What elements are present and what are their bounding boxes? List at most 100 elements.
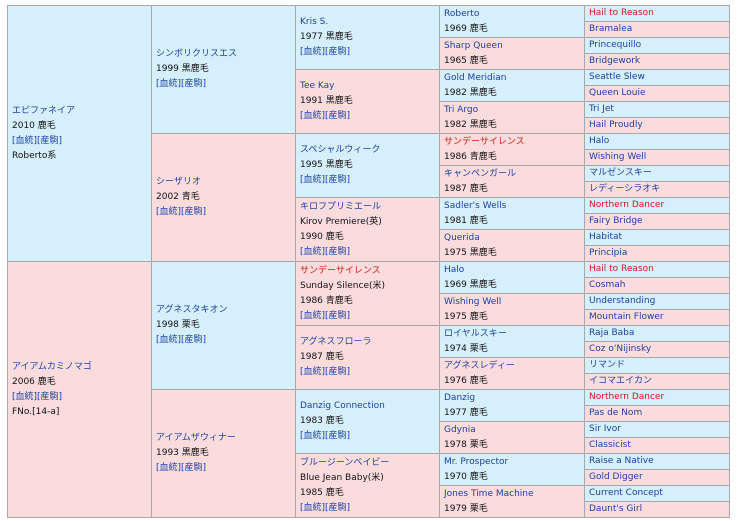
gen5-cell-18[interactable]: Cosmah (584, 277, 730, 294)
gen2-info: 1999 黒鹿毛 (156, 64, 209, 74)
gen4-cell-4: Tri Argo 1982 黒鹿毛 (439, 101, 585, 134)
gen4-info: 1974 栗毛 (444, 343, 488, 354)
gen4-info: 1981 鹿毛 (444, 215, 488, 226)
gen4-name[interactable]: Mr. Prospector (444, 456, 509, 467)
gen4-cell-7: Sadler's Wells 1981 鹿毛 (439, 197, 585, 230)
gen5-cell-17[interactable]: Hail to Reason (584, 261, 730, 278)
gen4-name[interactable]: Roberto (444, 8, 480, 19)
gen2-name[interactable]: アイアムザウィナー (156, 433, 236, 443)
gen3-links[interactable]: [血統][産駒] (300, 431, 351, 441)
gen3-cell-2: Tee Kay 1991 黒鹿毛 [血統][産駒] (295, 69, 440, 134)
gen5-cell-29[interactable]: Raise a Native (584, 453, 730, 470)
gen5-cell-21[interactable]: Raja Baba (584, 325, 730, 342)
gen5-cell-26[interactable]: Pas de Nom (584, 405, 730, 422)
gen2-name[interactable]: シンボリクリスエス (156, 49, 238, 59)
gen5-cell-22[interactable]: Coz o'Nijinsky (584, 341, 730, 358)
gen5-cell-23[interactable]: リマンド (584, 357, 730, 374)
gen5-cell-25[interactable]: Northern Dancer (584, 389, 730, 406)
gen3-name[interactable]: スペシャルウィーク (300, 145, 381, 155)
gen5-cell-15[interactable]: Habitat (584, 229, 730, 246)
gen3-links[interactable]: [血統][産駒] (300, 367, 351, 377)
gen4-name[interactable]: Gdynia (444, 424, 476, 435)
gen4-name[interactable]: ロイヤルスキー (444, 328, 507, 339)
gen5-cell-14[interactable]: Fairy Bridge (584, 213, 730, 230)
gen4-cell-6: キャンペンガール 1987 鹿毛 (439, 165, 585, 198)
gen3-name[interactable]: Danzig Connection (300, 401, 385, 411)
gen4-cell-9: Halo 1969 黒鹿毛 (439, 261, 585, 294)
gen4-name[interactable]: Jones Time Machine (444, 488, 534, 499)
gen5-cell-30[interactable]: Gold Digger (584, 469, 730, 486)
gen1-sire-info: 2010 鹿毛 (12, 120, 56, 131)
gen5-cell-20[interactable]: Mountain Flower (584, 309, 730, 326)
gen3-links[interactable]: [血統][産駒] (300, 47, 351, 57)
gen3-name[interactable]: キロフプリミエール (300, 201, 382, 212)
gen5-cell-5[interactable]: Seattle Slew (584, 69, 730, 86)
gen4-info: 1969 黒鹿毛 (444, 279, 497, 290)
gen5-cell-13[interactable]: Northern Dancer (584, 197, 730, 214)
gen2-links[interactable]: [血統][産駒] (156, 79, 207, 89)
gen3-links[interactable]: [血統][産駒] (300, 310, 351, 321)
gen1-dam-links[interactable]: [血統][産駒] (12, 391, 63, 402)
gen5-cell-27[interactable]: Sir Ivor (584, 421, 730, 438)
gen3-cell-7: Danzig Connection 1983 鹿毛 [血統][産駒] (295, 389, 440, 454)
gen1-sire-name[interactable]: エピファネイア (12, 105, 76, 116)
gen3-name[interactable]: サンデーサイレンス (300, 265, 381, 276)
gen5-cell-4[interactable]: Bridgework (584, 53, 730, 70)
gen3-name[interactable]: Tee Kay (300, 81, 335, 91)
gen4-name[interactable]: Sharp Queen (444, 40, 503, 51)
gen5-cell-8[interactable]: Hail Proudly (584, 117, 730, 134)
gen5-cell-10[interactable]: Wishing Well (584, 149, 730, 166)
gen3-name[interactable]: アグネスフローラ (300, 337, 372, 347)
gen4-cell-10: Wishing Well 1975 鹿毛 (439, 293, 585, 326)
gen2-cell-4: アイアムザウィナー 1993 黒鹿毛 [血統][産駒] (151, 389, 296, 518)
gen3-cell-3: スペシャルウィーク 1995 黒鹿毛 [血統][産駒] (295, 133, 440, 198)
gen5-cell-31[interactable]: Current Concept (584, 485, 730, 502)
gen3-links[interactable]: [血統][産駒] (300, 246, 351, 257)
gen4-name[interactable]: Danzig (444, 392, 476, 403)
gen4-cell-11: ロイヤルスキー 1974 栗毛 (439, 325, 585, 358)
gen4-name[interactable]: Tri Argo (444, 104, 479, 115)
gen4-name[interactable]: Halo (444, 264, 465, 275)
gen1-dam-cell: アイアムカミノマゴ 2006 鹿毛 [血統][産駒] FNo.[14-a] (7, 261, 152, 518)
gen2-links[interactable]: [血統][産駒] (156, 335, 207, 345)
gen5-cell-6[interactable]: Queen Louie (584, 85, 730, 102)
gen3-info: 1983 鹿毛 (300, 416, 344, 426)
gen4-cell-2: Sharp Queen 1965 鹿毛 (439, 37, 585, 70)
gen5-cell-2[interactable]: Bramalea (584, 21, 730, 38)
gen5-cell-9[interactable]: Halo (584, 133, 730, 150)
gen3-links[interactable]: [血統][産駒] (300, 502, 351, 513)
gen5-cell-16[interactable]: Principia (584, 245, 730, 262)
gen2-name[interactable]: シーザリオ (156, 177, 201, 187)
gen4-cell-5: サンデーサイレンス 1986 青鹿毛 (439, 133, 585, 166)
gen2-links[interactable]: [血統][産駒] (156, 463, 207, 473)
gen3-cell-5: サンデーサイレンス Sunday Silence(米) 1986 青鹿毛 [血統… (295, 261, 440, 326)
gen4-name[interactable]: Sadler's Wells (444, 200, 507, 211)
gen3-info: 1991 黒鹿毛 (300, 96, 353, 106)
gen5-cell-28[interactable]: Classicist (584, 437, 730, 454)
gen3-name[interactable]: ブルージーンベイビー (300, 457, 390, 468)
gen2-cell-2: シーザリオ 2002 青毛 [血統][産駒] (151, 133, 296, 262)
gen1-sire-links[interactable]: [血統][産駒] (12, 135, 63, 146)
gen5-cell-7[interactable]: Tri Jet (584, 101, 730, 118)
gen4-name[interactable]: サンデーサイレンス (444, 136, 525, 147)
gen5-cell-24[interactable]: イコマエイカン (584, 373, 730, 390)
gen4-name[interactable]: Wishing Well (444, 296, 502, 307)
gen5-cell-19[interactable]: Understanding (584, 293, 730, 310)
gen4-name[interactable]: Querida (444, 232, 480, 243)
gen5-cell-12[interactable]: レディーシラオキ (584, 181, 730, 198)
gen4-info: 1970 鹿毛 (444, 471, 488, 482)
gen3-name[interactable]: Kris S. (300, 17, 329, 27)
gen3-links[interactable]: [血統][産駒] (300, 111, 351, 121)
gen4-name[interactable]: キャンペンガール (444, 168, 517, 179)
gen5-cell-11[interactable]: マルゼンスキー (584, 165, 730, 182)
gen5-cell-1[interactable]: Hail to Reason (584, 5, 730, 22)
gen2-name[interactable]: アグネスタキオン (156, 305, 228, 315)
gen5-cell-32[interactable]: Daunt's Girl (584, 501, 730, 518)
gen3-links[interactable]: [血統][産駒] (300, 175, 351, 185)
gen4-name[interactable]: Gold Meridian (444, 72, 507, 83)
gen1-dam-name[interactable]: アイアムカミノマゴ (12, 361, 92, 372)
gen2-links[interactable]: [血統][産駒] (156, 207, 207, 217)
gen5-cell-3[interactable]: Princequillo (584, 37, 730, 54)
gen3-cell-4: キロフプリミエール Kirov Premiere(英) 1990 鹿毛 [血統]… (295, 197, 440, 262)
gen4-name[interactable]: アグネスレディー (444, 360, 515, 371)
